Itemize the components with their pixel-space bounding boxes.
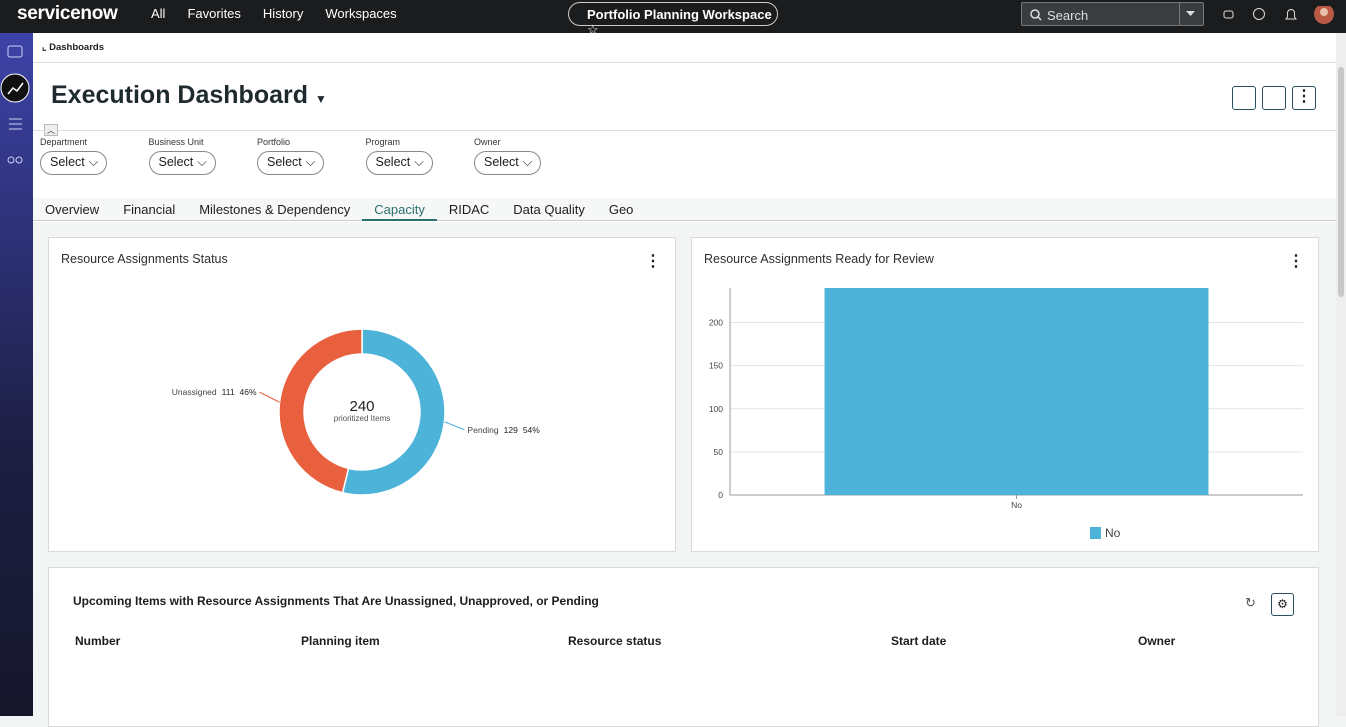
sidebar-icons[interactable]	[0, 33, 33, 213]
tab[interactable]: Data Quality	[513, 202, 585, 217]
filter: Business Unit Select ⌵	[148, 137, 258, 175]
menu: All Favorites History Workspaces	[151, 6, 397, 21]
panel-title: Resource Assignments Status	[61, 252, 228, 266]
scrollbar[interactable]	[1338, 67, 1344, 297]
column-header[interactable]: Start date	[891, 634, 947, 648]
tab[interactable]: Financial	[123, 202, 176, 217]
more-button[interactable]: ⋮	[1292, 86, 1316, 110]
main: ⌞ Dashboards Execution Dashboard ▼ ⋮ ︿ D…	[33, 33, 1346, 727]
filter: Portfolio Select ⌵	[257, 137, 366, 175]
list-title: Upcoming Items with Resource Assignments…	[73, 594, 599, 608]
breadcrumb-text: Dashboards	[49, 42, 104, 53]
workspace-switch[interactable]: Portfolio Planning Workspace ☆	[568, 2, 778, 37]
column-header[interactable]: Owner	[1138, 634, 1176, 648]
tab[interactable]: Milestones & Dependency	[199, 202, 351, 217]
filter: Owner Select ⌵	[474, 137, 583, 175]
tab[interactable]: RIDAC	[448, 202, 490, 217]
filter-value: Select	[375, 155, 411, 169]
filter-select[interactable]: Select ⌵	[40, 151, 108, 175]
filter-label: Program	[365, 137, 401, 147]
filters: Department Select ⌵ Business Unit Select ⌵ Por…	[40, 137, 583, 175]
filter-value: Select	[267, 155, 302, 169]
dashboard-title[interactable]: Execution Dashboard ▼	[51, 81, 327, 109]
collapse-button[interactable]: ︿	[44, 124, 58, 136]
panel-menu[interactable]: ⋮	[1288, 253, 1304, 270]
filter-value: Select	[50, 155, 85, 169]
top-nav: servicenow All Favorites History Workspaces…	[0, 0, 1346, 37]
tab[interactable]: Capacity	[362, 198, 437, 221]
filter-label: Owner	[474, 137, 501, 147]
tabs: Overview Financial Milestones & Dependency…	[33, 198, 645, 221]
title-text: Execution Dashboard	[51, 81, 308, 109]
workspace-name: Portfolio Planning Workspace	[587, 7, 772, 22]
filter-label: Portfolio	[257, 137, 291, 147]
list-refresh[interactable]: ↻	[1245, 595, 1256, 610]
search-placeholder: Search	[1047, 8, 1089, 23]
tab[interactable]: Overview	[45, 202, 100, 217]
filter-value: Select	[158, 155, 194, 169]
refresh-button[interactable]	[1232, 86, 1256, 110]
filter-label: Business Unit	[148, 137, 204, 147]
donut-panel: Resource Assignments Status ⋮	[48, 237, 676, 552]
chevron: ⌵	[522, 155, 533, 169]
tab[interactable]: Geo	[608, 202, 634, 217]
chevron: ⌵	[88, 155, 99, 169]
filter-select[interactable]: Select ⌵	[365, 151, 433, 175]
panel-title: Resource Assignments Ready for Review	[704, 252, 934, 266]
list-panel: Upcoming Items with Resource Assignments…	[48, 567, 1319, 727]
chevron: ⌵	[305, 155, 316, 169]
menu-item[interactable]: History	[262, 6, 304, 21]
column-header[interactable]: Resource status	[568, 634, 662, 648]
brand[interactable]: servicenow	[17, 3, 118, 24]
filter-label: Department	[40, 137, 88, 147]
filter-select[interactable]: Select ⌵	[257, 151, 325, 175]
info-button[interactable]	[1262, 86, 1286, 110]
menu-item[interactable]: All	[151, 6, 166, 21]
header-icons[interactable]	[1220, 6, 1338, 28]
search-icon	[1030, 9, 1042, 21]
filter-select[interactable]: Select ⌵	[474, 151, 542, 175]
column-header[interactable]: Number	[75, 634, 121, 648]
chevron: ⌵	[197, 155, 207, 169]
breadcrumb[interactable]: ⌞ Dashboards	[42, 42, 104, 53]
menu-item[interactable]: Favorites	[187, 6, 241, 21]
search-box[interactable]: Search	[1021, 2, 1204, 26]
bar-panel: Resource Assignments Ready for Review ⋮	[691, 237, 1319, 552]
chevron: ⌵	[414, 155, 424, 169]
filter: Department Select ⌵	[40, 137, 149, 175]
sidebar	[0, 33, 33, 716]
menu-item[interactable]: Workspaces	[325, 6, 397, 21]
filter: Program Select ⌵	[365, 137, 475, 175]
filter-value: Select	[484, 155, 519, 169]
column-header[interactable]: Planning item	[301, 634, 380, 648]
list-settings[interactable]: ⚙	[1271, 593, 1294, 616]
filter-select[interactable]: Select ⌵	[148, 151, 216, 175]
panel-menu[interactable]: ⋮	[645, 253, 661, 270]
